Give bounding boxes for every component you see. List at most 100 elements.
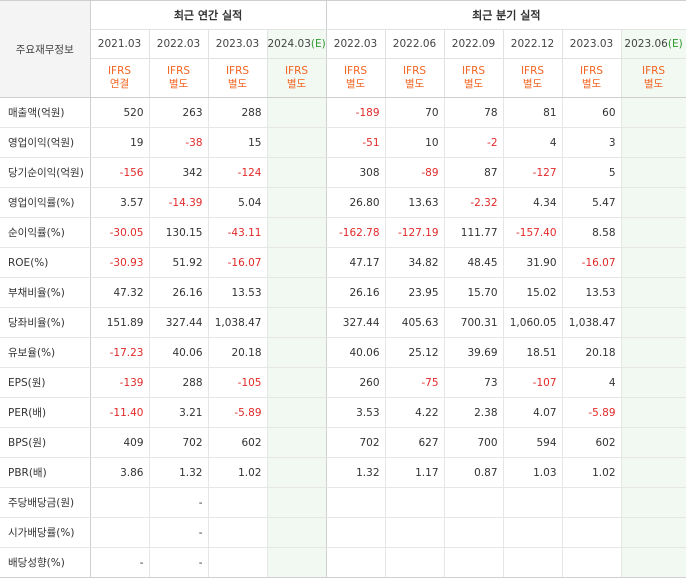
annual-period-0: 2021.03	[90, 29, 150, 59]
table-cell: 263	[149, 97, 209, 128]
table-cell: 342	[149, 157, 209, 188]
row-label: 배당성향(%)	[0, 547, 91, 578]
table-cell	[621, 277, 686, 308]
annual-period-2: 2023.03	[208, 29, 268, 59]
table-cell: 1,038.47	[562, 307, 622, 338]
table-cell: 700	[444, 427, 504, 458]
quarter-period-4: 2023.03	[562, 29, 622, 59]
consolidation-basis: 별도	[404, 78, 425, 90]
table-cell: 627	[385, 427, 445, 458]
table-cell: -43.11	[208, 217, 268, 248]
table-cell	[562, 487, 622, 518]
table-cell: 405.63	[385, 307, 445, 338]
ifrs-label: IFRS	[343, 65, 368, 77]
table-cell: 40.06	[326, 337, 386, 368]
table-cell: -2.32	[444, 187, 504, 218]
table-cell: 8.58	[562, 217, 622, 248]
period-date: 2021.03	[97, 38, 142, 50]
period-date: 2024.03	[267, 38, 311, 50]
consolidation-basis: 별도	[643, 78, 664, 90]
ifrs-label: IFRS	[642, 65, 666, 77]
table-cell: 409	[90, 427, 150, 458]
table-cell: 19	[90, 127, 150, 158]
consolidation-basis: 별도	[522, 78, 543, 90]
table-cell	[326, 487, 386, 518]
table-cell: 10	[385, 127, 445, 158]
table-cell	[267, 127, 327, 158]
row-label: 매출액(억원)	[0, 97, 91, 128]
table-cell: 308	[326, 157, 386, 188]
table-cell	[267, 427, 327, 458]
table-cell: -107	[503, 367, 563, 398]
table-cell: 60	[562, 97, 622, 128]
table-cell: 5	[562, 157, 622, 188]
table-cell: 1.03	[503, 457, 563, 488]
table-cell: 81	[503, 97, 563, 128]
table-cell: 15.02	[503, 277, 563, 308]
table-cell	[267, 337, 327, 368]
table-cell: 13.53	[562, 277, 622, 308]
table-cell: -156	[90, 157, 150, 188]
table-cell: -	[149, 487, 209, 518]
table-cell: 87	[444, 157, 504, 188]
table-cell: 51.92	[149, 247, 209, 278]
table-cell	[90, 517, 150, 548]
table-cell	[621, 427, 686, 458]
table-cell	[444, 547, 504, 578]
table-cell: -139	[90, 367, 150, 398]
ifrs-label: IFRS	[461, 65, 486, 77]
estimate-mark: (E)	[667, 38, 683, 50]
annual-ifrs-basis-3: IFRS 별도	[267, 58, 327, 98]
consolidation-basis: 별도	[345, 78, 366, 90]
table-cell: -	[149, 547, 209, 578]
table-cell: -17.23	[90, 337, 150, 368]
table-cell	[503, 547, 563, 578]
table-cell	[267, 397, 327, 428]
table-cell	[621, 367, 686, 398]
table-cell: -16.07	[208, 247, 268, 278]
table-cell: 4	[562, 367, 622, 398]
table-row: 배당성향(%) - -	[0, 547, 686, 578]
table-cell: 260	[326, 367, 386, 398]
table-cell	[621, 457, 686, 488]
financial-table-body: 매출액(억원) 520 263 288 -189 70 78 81 60 영업이익(억원) 19 -3…	[0, 97, 686, 578]
quarter-ifrs-basis-1: IFRS 별도	[385, 58, 445, 98]
table-cell	[90, 487, 150, 518]
table-cell	[267, 547, 327, 578]
consolidation-basis: 별도	[463, 78, 484, 90]
annual-ifrs-basis-0: IFRS 연결	[90, 58, 150, 98]
table-cell: 15.70	[444, 277, 504, 308]
table-cell: 47.17	[326, 247, 386, 278]
table-row: 부채비율(%) 47.32 26.16 13.53 26.16 23.95 15.70 15.…	[0, 277, 686, 308]
quarterly-results-header: 최근 분기 실적	[326, 0, 686, 30]
table-cell: 26.80	[326, 187, 386, 218]
table-cell: 23.95	[385, 277, 445, 308]
table-cell: 5.04	[208, 187, 268, 218]
row-label: 순이익률(%)	[0, 217, 91, 248]
estimate-mark: (E)	[310, 38, 326, 50]
table-cell	[267, 367, 327, 398]
table-cell: 5.47	[562, 187, 622, 218]
period-date: 2023.06	[624, 38, 668, 50]
table-cell: 520	[90, 97, 150, 128]
table-row: ROE(%) -30.93 51.92 -16.07 47.17 34.82 48.45 31…	[0, 247, 686, 278]
table-cell	[267, 457, 327, 488]
table-cell: -189	[326, 97, 386, 128]
table-row: 영업이익률(%) 3.57 -14.39 5.04 26.80 13.63 -2.32 4.3…	[0, 187, 686, 218]
table-cell	[267, 307, 327, 338]
table-row: 당좌비율(%) 151.89 327.44 1,038.47 327.44 405.63 7…	[0, 307, 686, 338]
table-cell: 34.82	[385, 247, 445, 278]
table-cell: -14.39	[149, 187, 209, 218]
consolidation-basis: 별도	[168, 78, 189, 90]
table-row: 영업이익(억원) 19 -38 15 -51 10 -2 4 3	[0, 127, 686, 158]
row-label: 유보율(%)	[0, 337, 91, 368]
period-date: 2022.03	[333, 38, 378, 50]
table-cell: 20.18	[562, 337, 622, 368]
table-cell	[267, 247, 327, 278]
row-label: ROE(%)	[0, 247, 91, 278]
period-date: 2023.03	[569, 38, 614, 50]
table-cell: 700.31	[444, 307, 504, 338]
table-cell: -51	[326, 127, 386, 158]
table-cell: 39.69	[444, 337, 504, 368]
table-cell: 78	[444, 97, 504, 128]
